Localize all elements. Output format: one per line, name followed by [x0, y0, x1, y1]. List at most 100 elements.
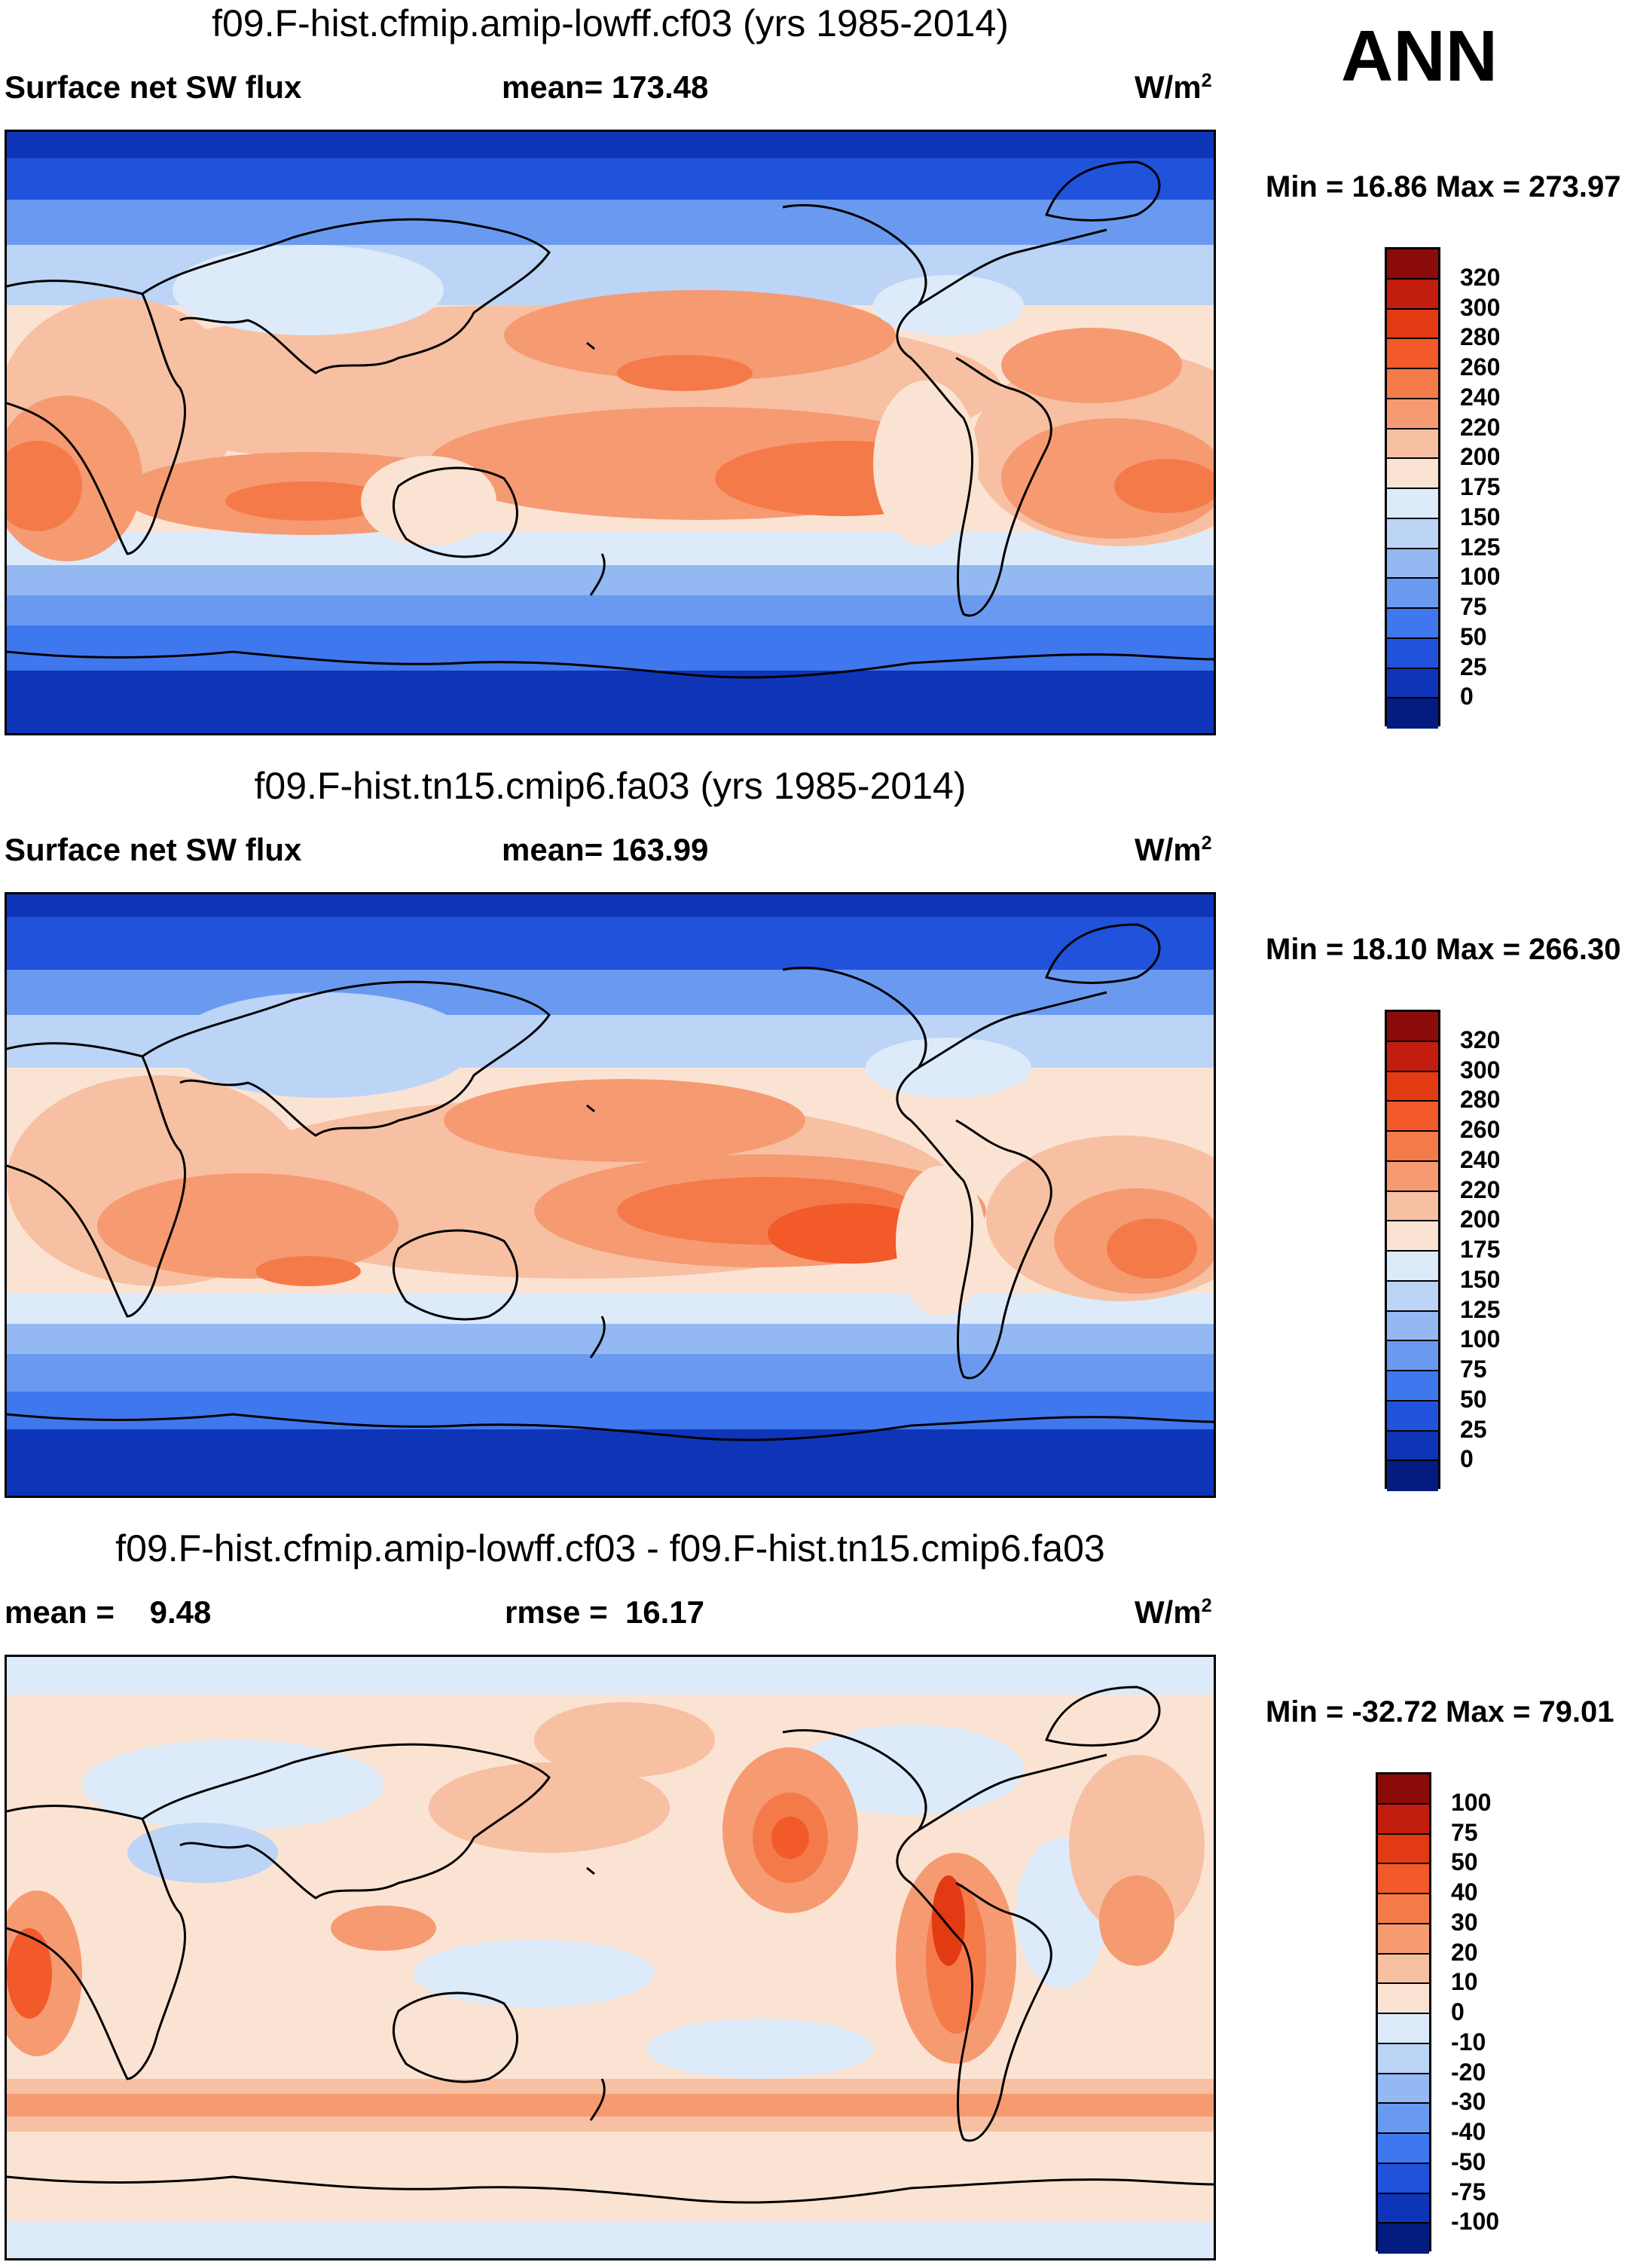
colorbar-level-label: 20	[1451, 1938, 1478, 1966]
colorbar-level-label: 220	[1460, 1175, 1501, 1203]
colorbar-swatch	[1387, 369, 1438, 399]
colorbar-level-label: 300	[1460, 1056, 1501, 1084]
colorbar-swatch	[1387, 1252, 1438, 1282]
colorbar-level-label: -20	[1451, 2058, 1486, 2086]
colorbar-level-label: 40	[1451, 1878, 1478, 1906]
colorbar-level-label: 220	[1460, 413, 1501, 441]
panel-2-colorbar	[1385, 1010, 1440, 1491]
panel-1-min-max: Min = 16.86 Max = 273.97	[1266, 170, 1621, 203]
panel-2-title: f09.F-hist.tn15.cmip6.fa03 (yrs 1985-201…	[254, 765, 967, 807]
panel-3-mean-label: mean = 9.48	[5, 1594, 212, 1630]
colorbar-swatch	[1387, 399, 1438, 429]
colorbar-swatch	[1387, 459, 1438, 489]
colorbar-swatch	[1387, 249, 1438, 280]
colorbar-swatch	[1387, 1191, 1438, 1222]
colorbar-level-label: 100	[1451, 1788, 1492, 1816]
colorbar-swatch	[1387, 279, 1438, 310]
colorbar-level-label: 200	[1460, 443, 1501, 471]
colorbar-level-label: 320	[1460, 263, 1501, 291]
colorbar-swatch	[1387, 1221, 1438, 1252]
panel-3-rmse-label: rmse = 16.17	[505, 1594, 705, 1630]
colorbar-swatch	[1387, 1012, 1438, 1042]
colorbar-swatch	[1378, 1984, 1429, 2014]
colorbar-level-label: 50	[1451, 1848, 1478, 1876]
colorbar-swatch	[1387, 339, 1438, 369]
panel-3-min-max: Min = -32.72 Max = 79.01	[1266, 1695, 1614, 1729]
colorbar-swatch	[1387, 1431, 1438, 1462]
panel-1-map-svg	[7, 132, 1214, 733]
colorbar-level-label: -40	[1451, 2118, 1486, 2145]
colorbar-swatch	[1387, 1371, 1438, 1401]
panel-2-units: W/m2	[1135, 832, 1212, 867]
colorbar-swatch	[1378, 2104, 1429, 2134]
colorbar-swatch	[1378, 2193, 1429, 2224]
colorbar-swatch	[1387, 429, 1438, 460]
colorbar-swatch	[1387, 1161, 1438, 1192]
colorbar-swatch	[1387, 1102, 1438, 1132]
colorbar-level-label: 125	[1460, 533, 1501, 561]
colorbar-level-label: 75	[1460, 593, 1487, 620]
colorbar-swatch	[1378, 1834, 1429, 1865]
colorbar-level-label: 260	[1460, 353, 1501, 381]
panel-3-map	[5, 1655, 1216, 2260]
panel-3-colorbar	[1376, 1772, 1431, 2254]
colorbar-level-label: 10	[1451, 1968, 1478, 1996]
colorbar-swatch	[1378, 2014, 1429, 2044]
colorbar-level-label: 75	[1451, 1818, 1478, 1846]
colorbar-level-label: 300	[1460, 293, 1501, 321]
colorbar-swatch	[1387, 489, 1438, 519]
colorbar-swatch	[1378, 2074, 1429, 2104]
panel-3-map-svg	[7, 1657, 1214, 2258]
panel-2-map	[5, 892, 1216, 1498]
colorbar-swatch	[1387, 668, 1438, 699]
colorbar-swatch	[1378, 1774, 1429, 1805]
colorbar-level-label: 260	[1460, 1116, 1501, 1143]
colorbar-swatch	[1387, 1311, 1438, 1342]
colorbar-level-label: 100	[1460, 563, 1501, 591]
colorbar-swatch	[1387, 579, 1438, 609]
colorbar-swatch	[1387, 1341, 1438, 1371]
colorbar-level-label: 150	[1460, 1265, 1501, 1293]
colorbar-level-label: -30	[1451, 2088, 1486, 2116]
colorbar-swatch	[1387, 549, 1438, 579]
colorbar-level-label: 240	[1460, 383, 1501, 411]
colorbar-level-label: 50	[1460, 1385, 1487, 1413]
colorbar-level-label: 175	[1460, 1236, 1501, 1263]
colorbar-swatch	[1387, 1461, 1438, 1491]
colorbar-level-label: 0	[1460, 1445, 1474, 1473]
colorbar-swatch	[1378, 2163, 1429, 2194]
colorbar-level-label: 75	[1460, 1356, 1487, 1383]
colorbar-level-label: 125	[1460, 1295, 1501, 1323]
colorbar-swatch	[1378, 1864, 1429, 1894]
colorbar-swatch	[1387, 518, 1438, 549]
panel-3-units: W/m2	[1135, 1594, 1212, 1630]
panel-2-min-max: Min = 18.10 Max = 266.30	[1266, 933, 1621, 966]
panel-1-title: f09.F-hist.cfmip.amip-lowff.cf03 (yrs 19…	[212, 2, 1009, 44]
colorbar-swatch	[1387, 1041, 1438, 1072]
panel-2-variable-label: Surface net SW flux	[5, 832, 302, 867]
colorbar-swatch	[1387, 1071, 1438, 1102]
colorbar-swatch	[1378, 1954, 1429, 1985]
panel-2-map-svg	[7, 894, 1214, 1496]
panel-1-variable-label: Surface net SW flux	[5, 69, 302, 105]
colorbar-swatch	[1387, 638, 1438, 669]
colorbar-level-label: 30	[1451, 1908, 1478, 1936]
panel-2-mean-label: mean= 163.99	[502, 832, 709, 867]
colorbar-level-label: 100	[1460, 1325, 1501, 1353]
colorbar-level-label: -100	[1451, 2208, 1500, 2236]
colorbar-level-label: 150	[1460, 503, 1501, 530]
colorbar-swatch	[1387, 1281, 1438, 1312]
colorbar-level-label: -75	[1451, 2178, 1486, 2205]
colorbar-level-label: 25	[1460, 1415, 1487, 1443]
colorbar-swatch	[1387, 698, 1438, 729]
colorbar-level-label: -10	[1451, 2028, 1486, 2056]
colorbar-level-label: 175	[1460, 473, 1501, 500]
colorbar-swatch	[1387, 609, 1438, 639]
colorbar-level-label: 0	[1451, 1998, 1465, 2025]
panel-1-colorbar	[1385, 247, 1440, 729]
panel-1-map	[5, 130, 1216, 735]
colorbar-level-label: 320	[1460, 1025, 1501, 1053]
colorbar-level-label: 50	[1460, 622, 1487, 650]
colorbar-level-label: 280	[1460, 323, 1501, 351]
colorbar-swatch	[1378, 1894, 1429, 1924]
